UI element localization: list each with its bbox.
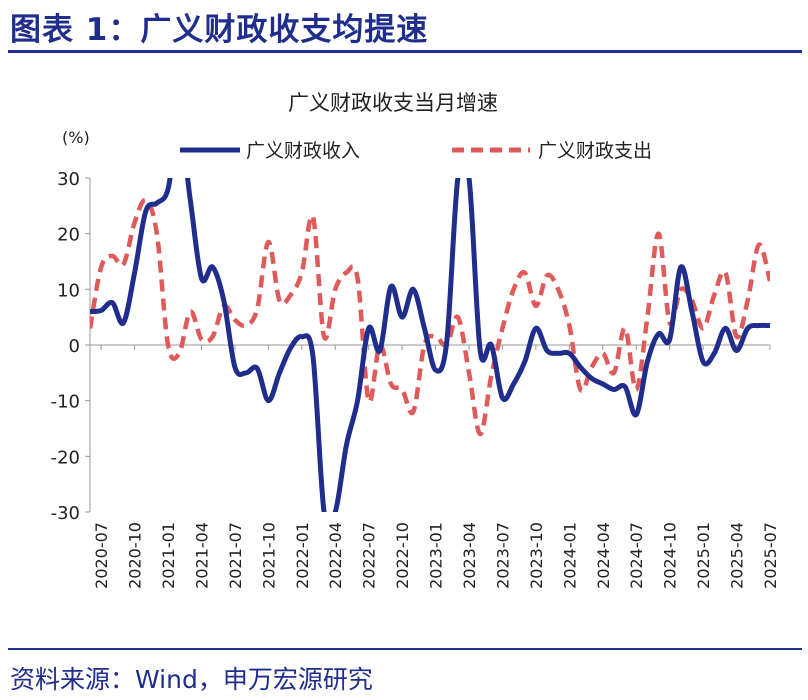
x-tick-label: 2024-01 [560,522,579,589]
figure-title: 图表 1：广义财政收支均提速 [10,12,429,48]
chart-series [90,178,770,512]
y-tick-label: -20 [51,447,80,468]
legend-label-expenditure: 广义财政支出 [538,140,652,162]
x-tick-label: 2022-07 [360,522,379,589]
chart-legend: 广义财政收入 广义财政支出 [180,140,652,162]
y-tick-label: 0 [69,336,80,357]
y-tick-label: 10 [57,280,80,301]
y-tick-label: 20 [57,225,80,246]
x-tick-label: 2024-10 [661,522,680,589]
y-tick-label: 30 [57,169,80,190]
x-tick-label: 2023-10 [527,522,546,589]
line-chart: 广义财政收支当月增速 (%) 广义财政收入 广义财政支出 30 20 10 0 -10 -… [51,91,780,589]
series-line-expenditure [90,198,770,437]
title-rule [8,50,802,53]
y-tick-label: -30 [51,503,80,524]
chart-title: 广义财政收支当月增速 [288,91,498,115]
source-note: 资料来源：Wind，申万宏源研究 [10,665,373,694]
x-tick-label: 2025-07 [761,522,780,589]
legend-label-revenue: 广义财政收入 [246,140,360,162]
chart-axes: 30 20 10 0 -10 -20 -30 2020-07 2020-10 2021-01 202… [51,169,780,589]
x-tick-label: 2024-04 [594,522,613,589]
x-tick-label: 2025-04 [728,522,747,589]
x-tick-label: 2021-01 [159,522,178,589]
x-tick-label: 2021-07 [226,522,245,589]
x-tick-label: 2023-04 [460,522,479,589]
x-tick-label: 2021-04 [192,522,211,589]
y-axis-label: (%) [62,128,90,147]
x-tick-label: 2022-04 [326,522,345,589]
x-tick-label: 2020-07 [92,522,111,589]
x-tick-label: 2023-01 [427,522,446,589]
x-tick-label: 2022-10 [393,522,412,589]
x-tick-label: 2022-01 [293,522,312,589]
x-tick-label: 2021-10 [259,522,278,589]
x-tick-label: 2023-07 [493,522,512,589]
x-tick-label: 2020-10 [126,522,145,589]
series-line-revenue [90,178,770,512]
footer-rule [8,648,802,650]
y-tick-label: -10 [51,392,80,413]
x-tick-label: 2024-07 [627,522,646,589]
x-tick-label: 2025-01 [694,522,713,589]
